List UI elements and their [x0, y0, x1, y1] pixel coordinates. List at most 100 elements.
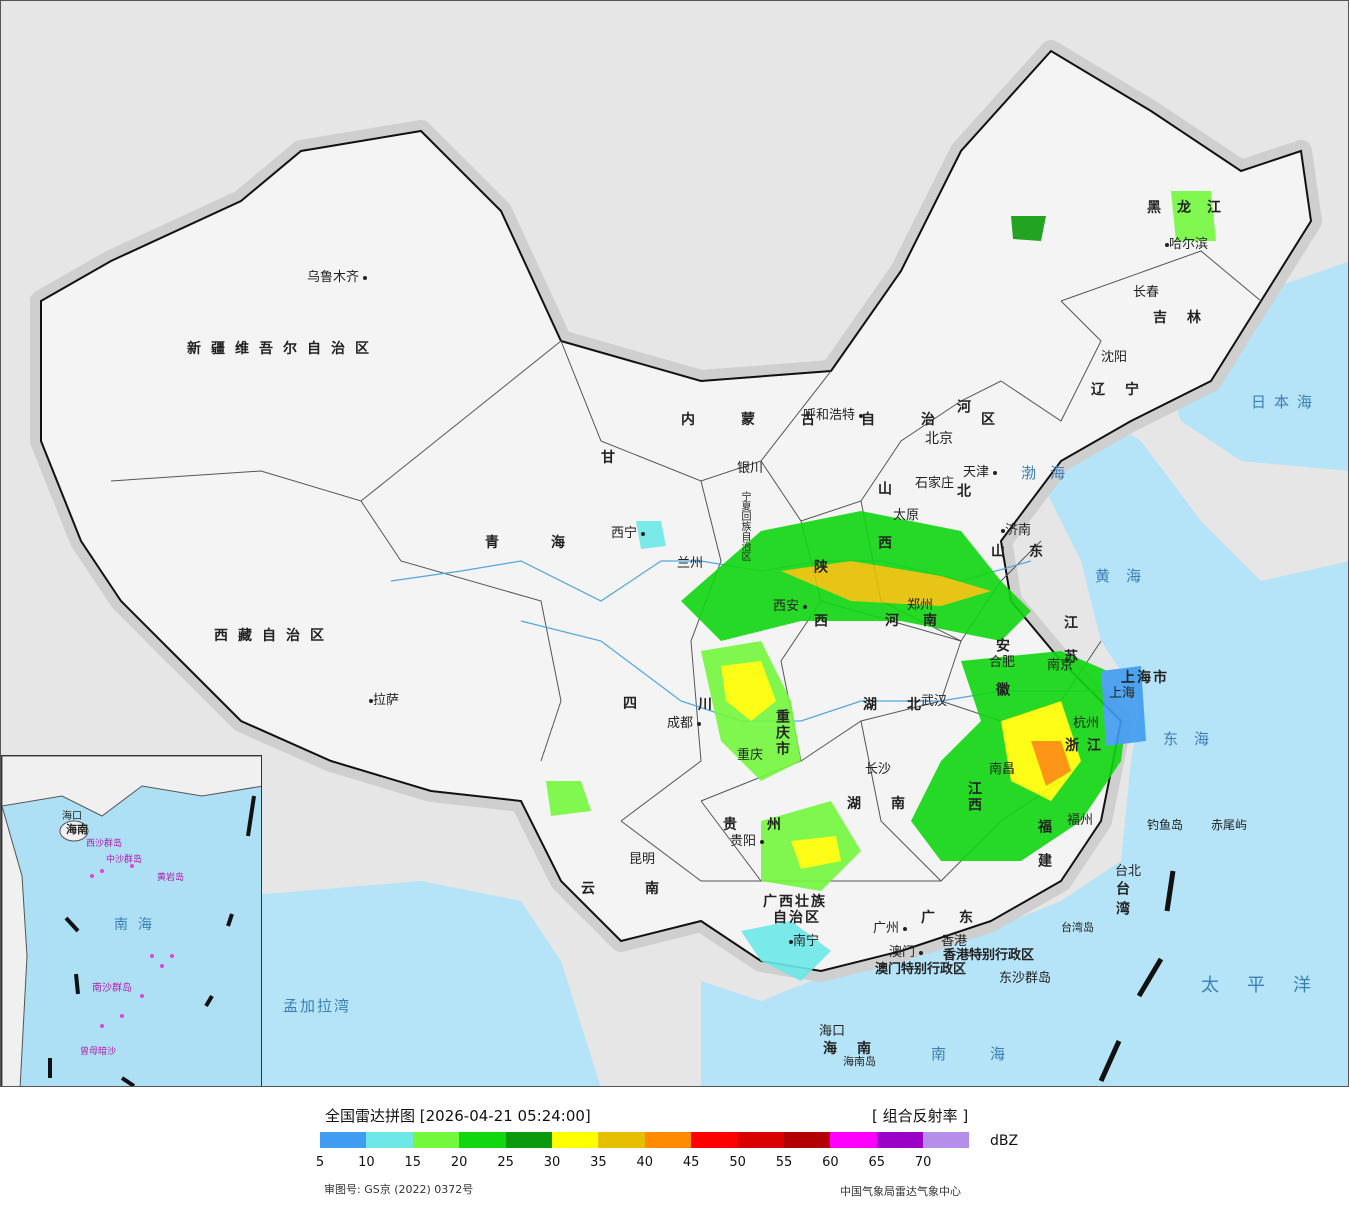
province-sichuan-2: 川	[698, 697, 722, 713]
inset-haikou: 海口	[62, 811, 82, 822]
inset-left-land	[2, 805, 28, 1086]
province-xizang: 西藏自治区	[214, 628, 334, 644]
label-macau-sar: 澳门特别行政区	[875, 962, 967, 977]
province-jiangxi: 江西	[966, 781, 982, 813]
legend-tick-label: 50	[729, 1155, 746, 1170]
legend-swatch	[923, 1132, 970, 1148]
province-zhejiang: 浙江	[1065, 738, 1109, 754]
province-guizhou: 贵州	[723, 817, 811, 833]
inset-huangyan: 黄岩岛	[157, 873, 185, 883]
city-beijing: 北京	[925, 431, 953, 447]
city-marker	[993, 470, 998, 475]
legend-swatch	[783, 1132, 831, 1148]
city-hefei: 合肥	[989, 655, 1016, 670]
province-shanxi: 山西	[876, 481, 892, 589]
province-guangxi-2: 自治区	[773, 910, 821, 926]
legend-panel: 全国雷达拼图 [2026-04-21 05:24:00] [ 组合反射率 ] d…	[0, 1087, 1349, 1208]
sea-japan: 日本海	[1251, 393, 1321, 411]
city-lanzhou: 兰州	[677, 556, 704, 571]
label-diaoyu: 钓鱼岛	[1147, 818, 1184, 832]
city-xian: 西安	[773, 600, 808, 613]
province-jilin: 吉林	[1153, 310, 1221, 326]
legend-tick-label: 10	[358, 1155, 375, 1170]
province-gansu: 甘	[601, 450, 625, 466]
city-changchun: 长春	[1133, 285, 1160, 300]
inset-hainan	[59, 820, 89, 842]
province-yunnan: 云南	[581, 881, 709, 897]
province-liaoning: 辽宁	[1091, 382, 1159, 398]
city-lhasa: 拉萨	[365, 694, 399, 707]
inset-zengmu: 曾母暗沙	[80, 1047, 117, 1057]
city-taiyuan: 太原	[893, 508, 920, 523]
province-fujian: 福建	[1036, 819, 1052, 887]
echo-shanghai	[1101, 666, 1146, 746]
province-shanghai: 上海市	[1121, 670, 1169, 686]
city-haikou: 海口	[819, 1024, 846, 1039]
legend-product: [ 组合反射率 ]	[872, 1107, 969, 1125]
city-urumqi: 乌鲁木齐	[307, 271, 368, 284]
city-guiyang: 贵阳	[730, 835, 765, 848]
city-marker	[369, 698, 373, 703]
province-heilongjiang: 黑龙江	[1147, 200, 1237, 216]
legend-tick-label: 70	[914, 1155, 932, 1170]
province-hebei: 河北	[955, 399, 971, 567]
province-qinghai: 青海	[485, 535, 617, 551]
legend-tick-label: 30	[543, 1155, 561, 1170]
inset-nansha: 南沙群岛	[92, 983, 132, 994]
inset-south-sea: 南海	[114, 917, 162, 933]
city-tianjin: 天津	[963, 466, 998, 479]
legend-tick-label: 25	[497, 1155, 514, 1170]
inset-land	[2, 756, 261, 817]
label-taiwan-island: 台湾岛	[1061, 921, 1094, 934]
echo-central-core	[781, 561, 991, 606]
city-kunming: 昆明	[629, 852, 656, 867]
city-nanning: 南宁	[785, 935, 819, 948]
legend-tick-label: 45	[682, 1155, 700, 1170]
inset-zhongsha: 中沙群岛	[106, 855, 143, 865]
province-chongqing: 重庆市	[774, 709, 790, 757]
boundary-dashes	[1098, 870, 1176, 1083]
label-hainan-island: 海南岛	[843, 1055, 876, 1068]
legend-tick-label: 60	[822, 1155, 839, 1170]
legend-swatch	[551, 1132, 599, 1148]
city-shijiazhuang: 石家庄	[915, 476, 955, 491]
city-fuzhou: 福州	[1067, 813, 1094, 828]
city-changsha: 长沙	[865, 762, 892, 777]
city-marker	[919, 950, 924, 955]
city-shanghai: 上海	[1109, 686, 1136, 701]
legend-swatch	[459, 1132, 506, 1148]
province-xinjiang: 新疆维吾尔自治区	[187, 341, 379, 357]
sea-bengal: 孟加拉湾	[283, 997, 352, 1015]
city-marker	[641, 531, 646, 536]
echo-guizhou-core	[791, 836, 841, 869]
radar-map: 新疆维吾尔自治区 西藏自治区 青海 甘 四 川 云南 贵州 广西壮族 自治区 广…	[0, 0, 1349, 1087]
city-marker	[1001, 528, 1005, 533]
province-hubei: 湖北	[863, 697, 951, 713]
legend-swatch	[830, 1132, 877, 1148]
sea-area	[701, 381, 1348, 1086]
city-chengdu: 成都	[667, 717, 702, 730]
inset-hainan: 海南	[66, 823, 88, 836]
legend-tick-label: 35	[590, 1155, 607, 1170]
province-borders	[110, 250, 1262, 882]
city-zhengzhou: 郑州	[907, 598, 934, 613]
echo-guangxi	[741, 921, 831, 981]
legend-swatch	[320, 1132, 367, 1148]
city-nanchang: 南昌	[989, 762, 1016, 777]
legend-tick-label: 15	[404, 1155, 422, 1170]
province-guangdong: 广东	[921, 910, 997, 926]
city-macau: 澳门	[889, 946, 924, 959]
approval-number: 审图号: GS京 (2022) 0372号	[324, 1183, 474, 1196]
south-china-sea-inset: 海口 海南 西沙群岛 中沙群岛 黄岩岛 南海 南沙群岛 曾母暗沙	[1, 755, 262, 1086]
province-neimeng: 内蒙古自治区	[681, 412, 1041, 428]
city-marker	[760, 839, 765, 844]
inset-xisha: 西沙群岛	[86, 839, 123, 849]
sea-east: 东海	[1163, 730, 1226, 748]
city-marker	[697, 721, 702, 726]
city-nanjing: 南京	[1047, 658, 1074, 673]
city-yinchuan: 银川	[737, 461, 764, 476]
legend-tick-label: 55	[775, 1155, 793, 1170]
city-marker	[803, 604, 808, 609]
legend-color-bar	[320, 1132, 970, 1148]
label-hk-sar: 香港特别行政区	[943, 948, 1035, 963]
